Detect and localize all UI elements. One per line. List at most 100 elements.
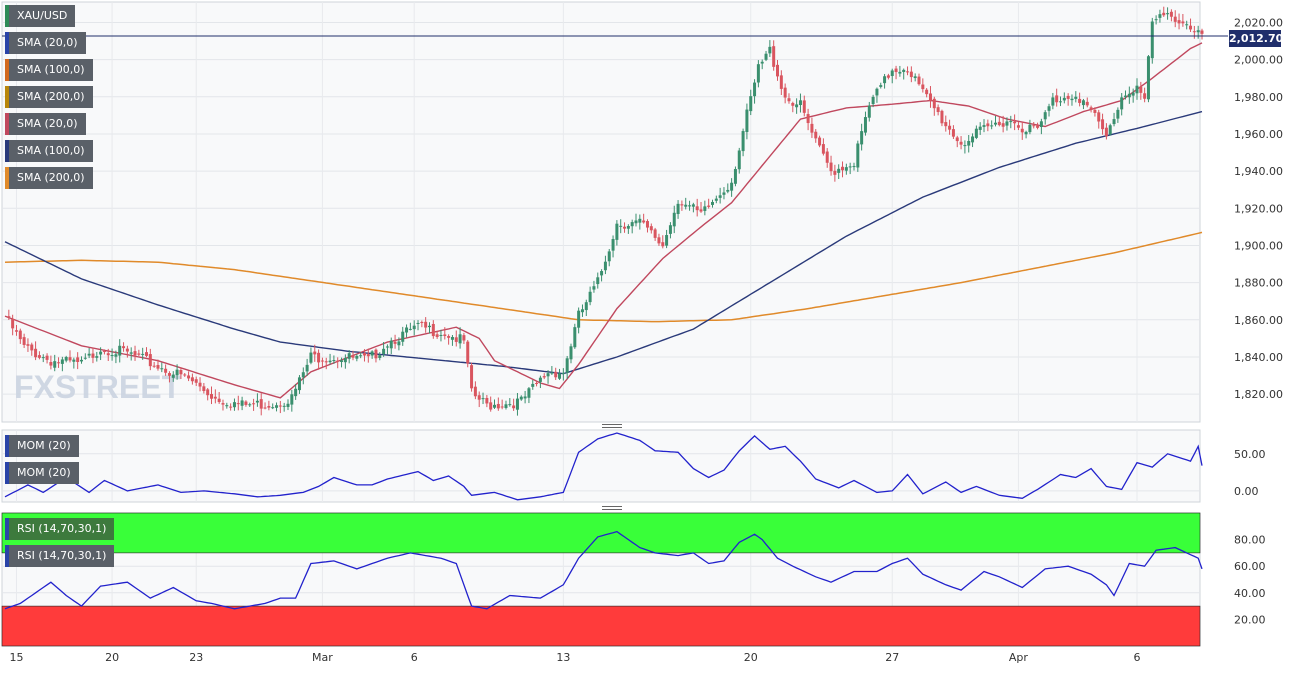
candle: [936, 104, 940, 116]
candle: [695, 198, 699, 217]
candle: [324, 357, 328, 370]
candle: [412, 320, 416, 336]
candle: [297, 375, 301, 394]
candle: [745, 103, 749, 140]
candle: [366, 348, 370, 363]
candle: [680, 200, 684, 211]
candle: [867, 101, 871, 122]
panel-resize-handle[interactable]: [602, 424, 622, 428]
candle: [1047, 103, 1051, 117]
candle: [810, 117, 814, 138]
candle: [156, 359, 160, 371]
candle: [542, 373, 546, 380]
candle: [829, 155, 833, 176]
candle: [7, 309, 11, 320]
panel-resize-handle[interactable]: [602, 506, 622, 510]
candle: [252, 398, 256, 411]
candle: [902, 68, 906, 80]
candle: [917, 73, 921, 86]
legend-label[interactable]: SMA (20,0): [5, 32, 86, 54]
panel-resize-handles[interactable]: [602, 424, 622, 510]
candle: [167, 371, 171, 383]
candle: [730, 178, 734, 197]
candle: [898, 65, 902, 77]
candle: [263, 402, 267, 410]
candle: [221, 399, 225, 411]
candle: [49, 355, 53, 370]
sma200-line: [4, 231, 1203, 323]
candle: [370, 350, 374, 359]
rsi-y-tick-label: 20.00: [1234, 613, 1266, 626]
candle: [466, 340, 470, 368]
candle: [833, 164, 837, 182]
candle: [99, 347, 103, 361]
candle: [596, 272, 600, 289]
rsi-legend-label[interactable]: RSI (14,70,30,1): [5, 518, 115, 540]
candle: [217, 391, 221, 404]
candle: [137, 349, 141, 357]
candle: [152, 362, 156, 368]
candle: [925, 88, 929, 98]
candle: [64, 355, 68, 363]
candle: [427, 322, 431, 334]
candle: [76, 352, 80, 370]
price-y-tick-label: 1,860.00: [1234, 314, 1283, 327]
candle: [1013, 114, 1017, 131]
price-y-tick-label: 2,020.00: [1234, 16, 1283, 29]
candle: [397, 337, 401, 351]
candle: [948, 119, 952, 135]
candle: [688, 200, 692, 211]
candle: [684, 197, 688, 210]
candle: [213, 389, 217, 404]
candle: [359, 352, 363, 359]
legend-label[interactable]: SMA (200,0): [5, 167, 93, 189]
legend-label[interactable]: SMA (100,0): [5, 59, 93, 81]
mom-series-line: [4, 432, 1203, 501]
mom-legend-label[interactable]: MOM (20): [5, 462, 79, 484]
candle: [515, 392, 519, 416]
candle: [336, 357, 340, 369]
candle: [607, 248, 611, 267]
candle: [630, 219, 634, 234]
candle: [122, 342, 126, 352]
sma100-line: [4, 110, 1203, 375]
candle: [577, 307, 581, 334]
candle: [110, 348, 114, 361]
candle: [435, 330, 439, 339]
candle: [569, 343, 573, 364]
candle: [997, 116, 1001, 127]
candle: [1146, 54, 1150, 103]
candle: [378, 352, 382, 361]
candle: [236, 395, 240, 411]
candle: [286, 399, 290, 411]
candle: [779, 70, 783, 96]
candle: [756, 60, 760, 88]
candle: [814, 129, 818, 143]
candle: [749, 89, 753, 116]
candle: [470, 362, 474, 392]
candle: [821, 138, 825, 156]
candle: [118, 339, 122, 363]
legend-label[interactable]: XAU/USD: [5, 5, 76, 27]
candle: [1185, 20, 1189, 30]
candle: [760, 59, 764, 70]
legend-label[interactable]: SMA (100,0): [5, 140, 93, 162]
candle: [649, 223, 653, 234]
rsi-legend-label[interactable]: RSI (14,70,30,1): [5, 545, 115, 567]
candle: [558, 368, 562, 380]
mom-y-tick-label: 50.00: [1234, 448, 1266, 461]
candle: [26, 338, 30, 352]
mom-legend-label[interactable]: MOM (20): [5, 435, 79, 457]
candle: [944, 115, 948, 132]
candle: [187, 371, 191, 382]
candle: [114, 350, 118, 364]
legend-label[interactable]: SMA (200,0): [5, 86, 93, 108]
legend-label[interactable]: SMA (20,0): [5, 113, 86, 135]
candle: [489, 396, 493, 412]
candle: [634, 213, 638, 227]
candle: [959, 136, 963, 150]
candle: [676, 200, 680, 219]
candle: [1020, 121, 1024, 140]
candle: [60, 356, 64, 372]
candle: [1143, 87, 1147, 103]
